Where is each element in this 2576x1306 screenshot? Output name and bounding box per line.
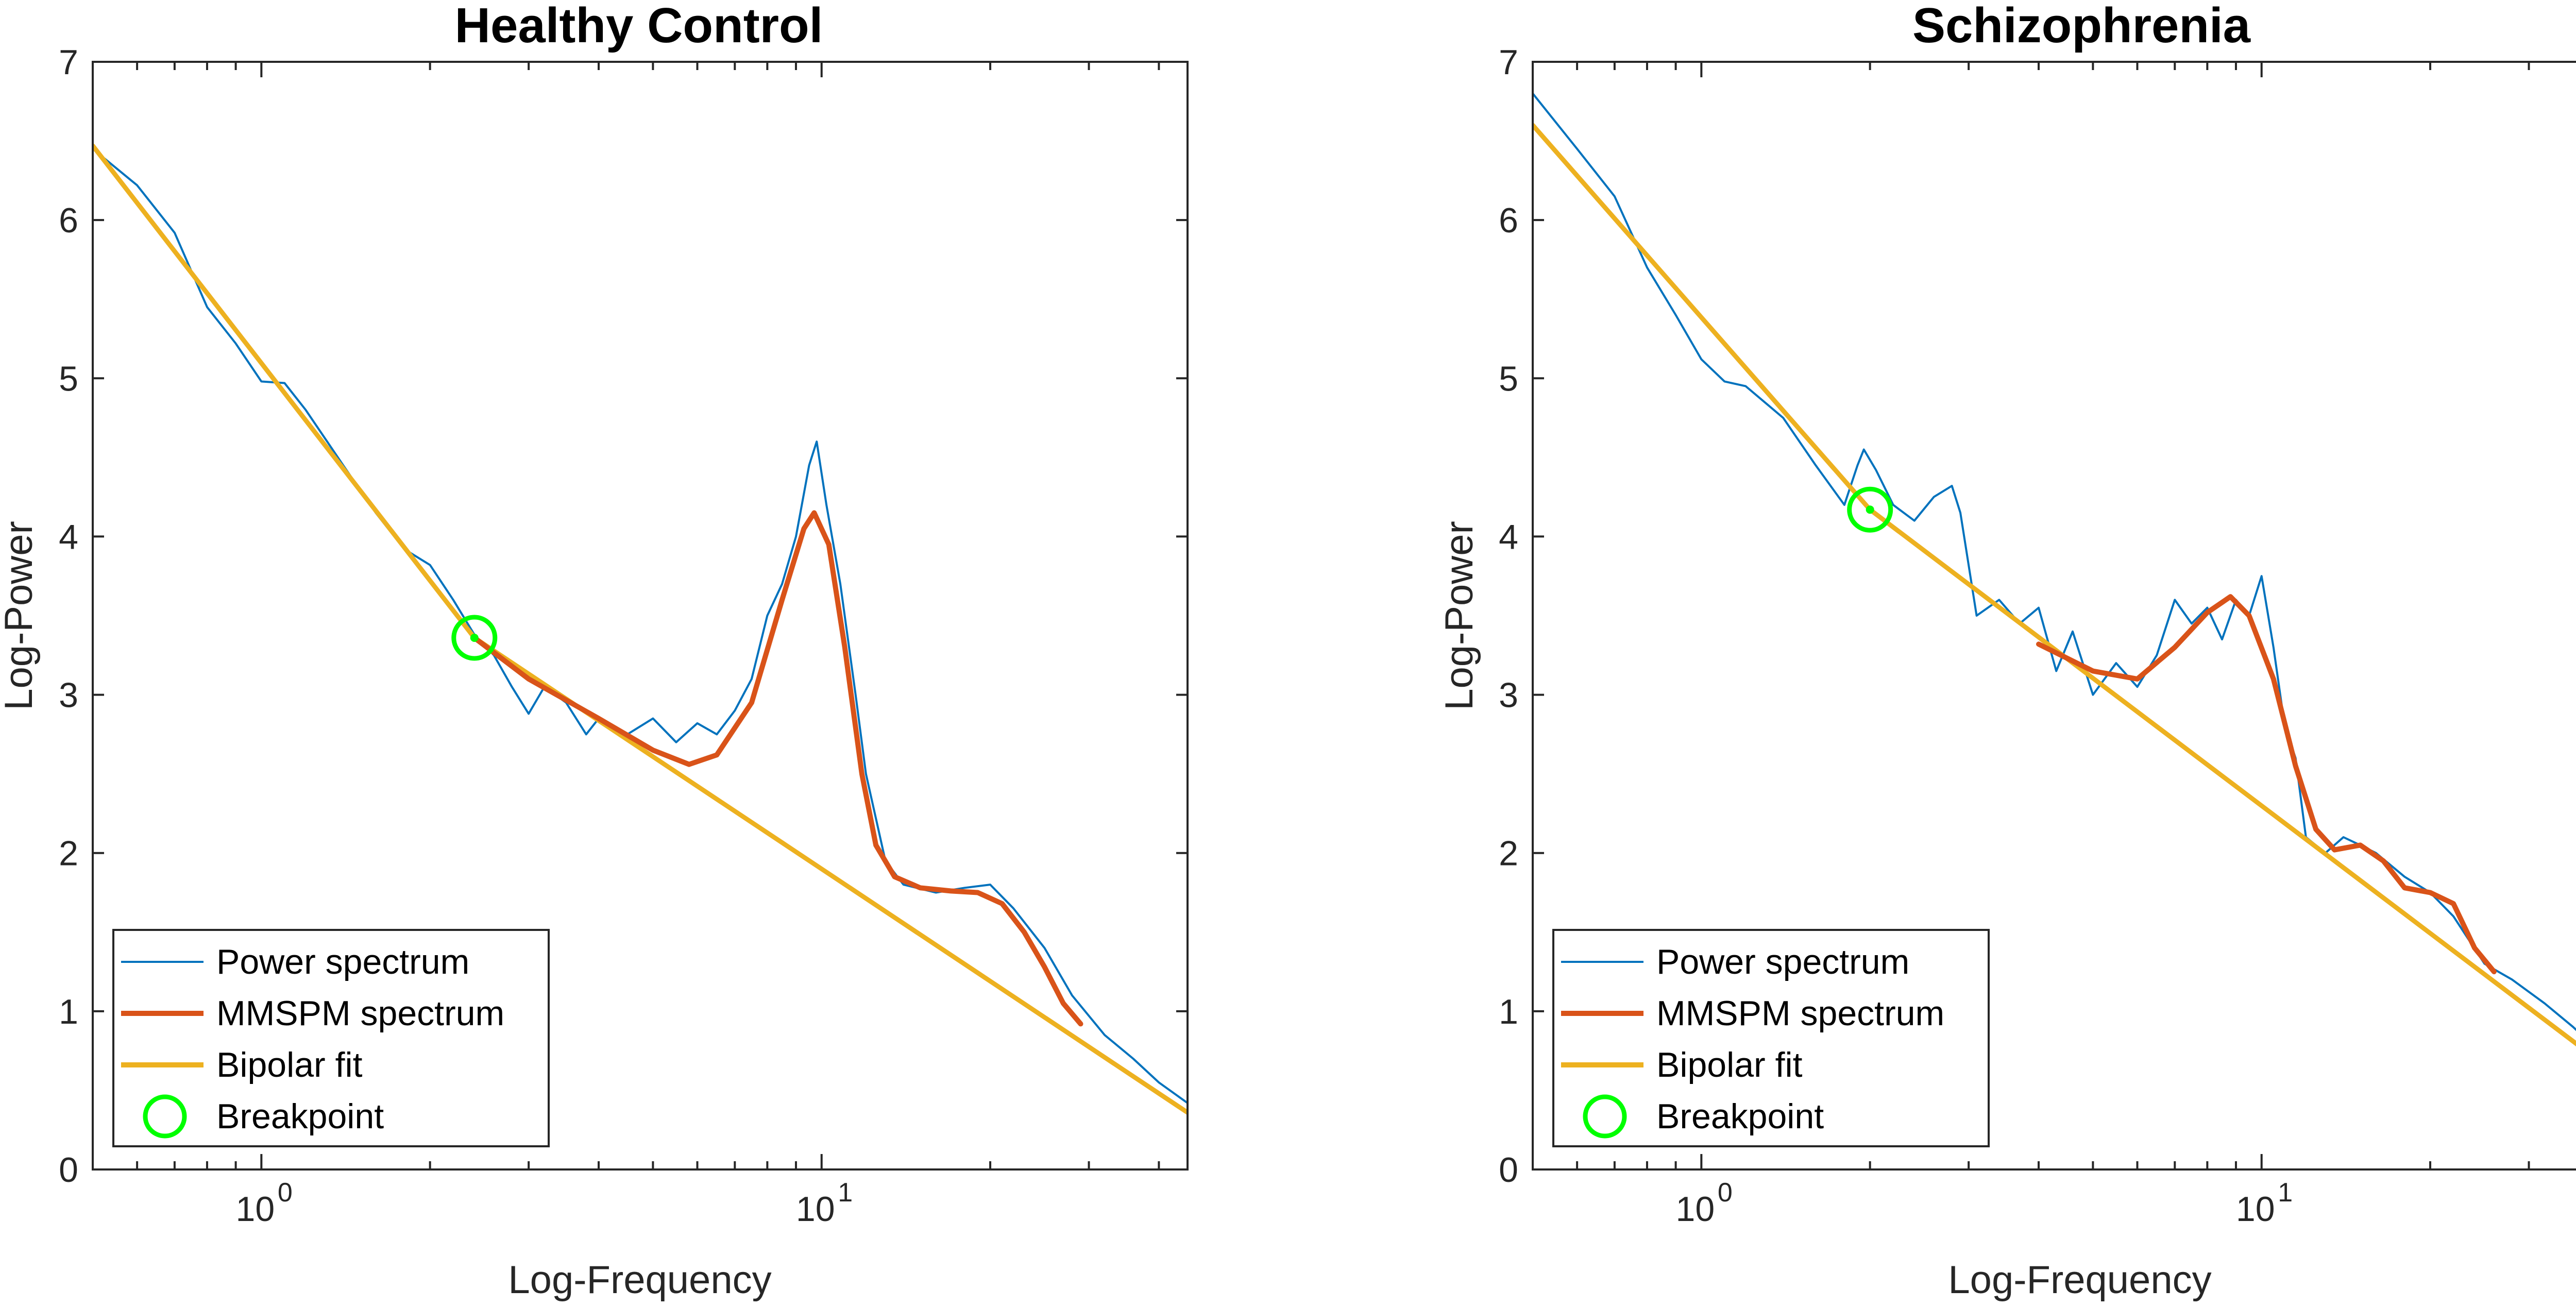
breakpoint-dot bbox=[470, 634, 479, 642]
mmspm-spectrum-line bbox=[471, 510, 1083, 1027]
legend-breakpoint-label: Breakpoint bbox=[1656, 1097, 1824, 1136]
mmspm-spectrum-line bbox=[2036, 594, 2497, 975]
legend-mmspm-label: MMSPM spectrum bbox=[216, 994, 504, 1033]
legend: Power spectrum MMSPM spectrum Bipolar fi… bbox=[112, 929, 550, 1147]
axes-box bbox=[92, 61, 1189, 1171]
x-tick-label-exponent: 1 bbox=[2278, 1178, 2293, 1208]
series-layer bbox=[1533, 93, 2576, 1047]
y-tick-label: 6 bbox=[1499, 201, 1518, 240]
breakpoint-marker bbox=[1847, 486, 1893, 533]
legend-power-label: Power spectrum bbox=[216, 942, 469, 981]
x-tick-label: 10 bbox=[1676, 1190, 1715, 1229]
y-tick-label: 7 bbox=[59, 43, 78, 82]
y-tick-label: 6 bbox=[59, 201, 78, 240]
y-tick-label: 4 bbox=[59, 517, 78, 556]
y-tick-label: 3 bbox=[59, 676, 78, 715]
axes-box bbox=[1532, 61, 2576, 1171]
y-axis-ticks: 0 1 2 3 4 5 6 7 bbox=[59, 43, 1188, 1190]
bipolar-fit-segment-1 bbox=[93, 143, 477, 640]
series-layer bbox=[93, 143, 1188, 1115]
x-tick-label-exponent: 1 bbox=[838, 1178, 853, 1208]
y-axis-ticks: 0 1 2 3 4 5 6 7 bbox=[1499, 43, 1544, 1190]
legend: Power spectrum MMSPM spectrum Bipolar fi… bbox=[1552, 929, 1990, 1147]
y-tick-label: 0 bbox=[1499, 1150, 1518, 1190]
x-tick-label-exponent: 0 bbox=[1718, 1178, 1733, 1208]
y-tick-label: 2 bbox=[1499, 834, 1518, 873]
x-tick-label-exponent: 0 bbox=[278, 1178, 293, 1208]
legend-bipolar-label: Bipolar fit bbox=[216, 1045, 363, 1084]
chart-title: Healthy Control bbox=[455, 0, 823, 53]
legend-breakpoint-marker bbox=[1583, 1094, 1627, 1139]
y-tick-label: 1 bbox=[1499, 992, 1518, 1031]
bipolar-fit-segment-1 bbox=[1533, 123, 1873, 512]
y-tick-label: 5 bbox=[1499, 359, 1518, 398]
y-tick-label: 0 bbox=[59, 1150, 78, 1190]
y-tick-label: 4 bbox=[1499, 517, 1518, 556]
legend-box bbox=[1552, 929, 1990, 1147]
x-tick-label: 10 bbox=[796, 1190, 835, 1229]
x-tick-label: 10 bbox=[236, 1190, 275, 1229]
y-tick-label: 5 bbox=[59, 359, 78, 398]
legend-mmspm-label: MMSPM spectrum bbox=[1656, 994, 1944, 1033]
breakpoint-dot bbox=[1866, 505, 1874, 514]
chart-title: Schizophrenia bbox=[1912, 0, 2251, 53]
x-tick-label: 10 bbox=[2236, 1190, 2275, 1229]
y-tick-label: 7 bbox=[1499, 43, 1518, 82]
y-tick-label: 3 bbox=[1499, 676, 1518, 715]
legend-box bbox=[112, 929, 550, 1147]
legend-breakpoint-marker bbox=[143, 1094, 187, 1139]
legend-power-label: Power spectrum bbox=[1656, 942, 1909, 981]
legend-bipolar-label: Bipolar fit bbox=[1656, 1045, 1803, 1084]
y-tick-label: 2 bbox=[59, 834, 78, 873]
x-axis-label: Log-Frequency bbox=[1948, 1258, 2211, 1302]
bipolar-fit-segment-2 bbox=[1868, 507, 2576, 1047]
y-axis-label: Log-Power bbox=[1437, 521, 1481, 710]
x-axis-ticks: 10 0 10 1 bbox=[1532, 62, 2530, 1229]
y-tick-label: 1 bbox=[59, 992, 78, 1031]
legend-breakpoint-label: Breakpoint bbox=[216, 1097, 384, 1136]
y-axis-label: Log-Power bbox=[0, 521, 41, 710]
x-axis-ticks: 10 0 10 1 bbox=[92, 62, 1160, 1229]
x-axis-label: Log-Frequency bbox=[508, 1258, 771, 1302]
breakpoint-marker bbox=[451, 615, 498, 661]
